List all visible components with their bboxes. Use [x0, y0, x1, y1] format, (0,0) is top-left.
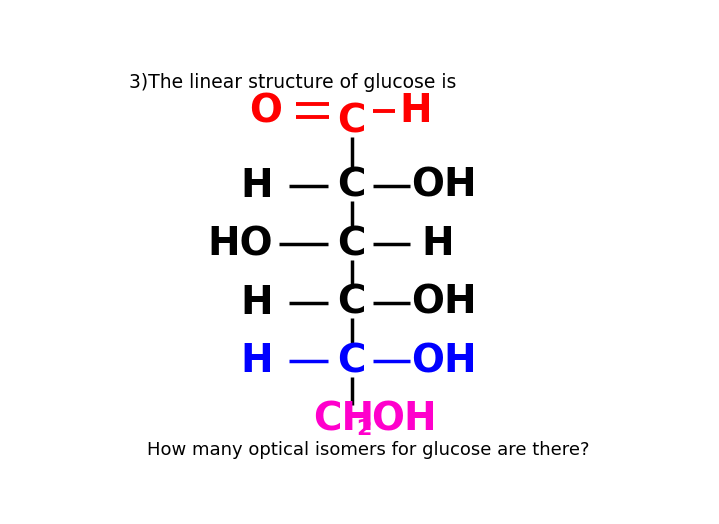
Text: OH: OH: [411, 167, 477, 205]
Text: H: H: [241, 343, 273, 380]
Text: H: H: [241, 284, 273, 322]
Text: OH: OH: [411, 284, 477, 322]
Text: OH: OH: [371, 401, 437, 439]
Text: 2: 2: [356, 419, 372, 439]
Text: H: H: [422, 225, 454, 264]
Text: C: C: [337, 225, 366, 264]
Text: H: H: [241, 167, 273, 205]
Text: C: C: [337, 284, 366, 322]
Text: O: O: [249, 92, 282, 130]
Text: OH: OH: [411, 343, 477, 380]
Text: 3)The linear structure of glucose is: 3)The linear structure of glucose is: [129, 73, 457, 92]
Text: C: C: [337, 102, 366, 140]
Text: H: H: [400, 92, 432, 130]
Text: C: C: [337, 167, 366, 205]
Text: C: C: [337, 343, 366, 380]
Text: CH: CH: [313, 401, 374, 439]
Text: How many optical isomers for glucose are there?: How many optical isomers for glucose are…: [147, 441, 590, 459]
Text: HO: HO: [208, 225, 273, 264]
